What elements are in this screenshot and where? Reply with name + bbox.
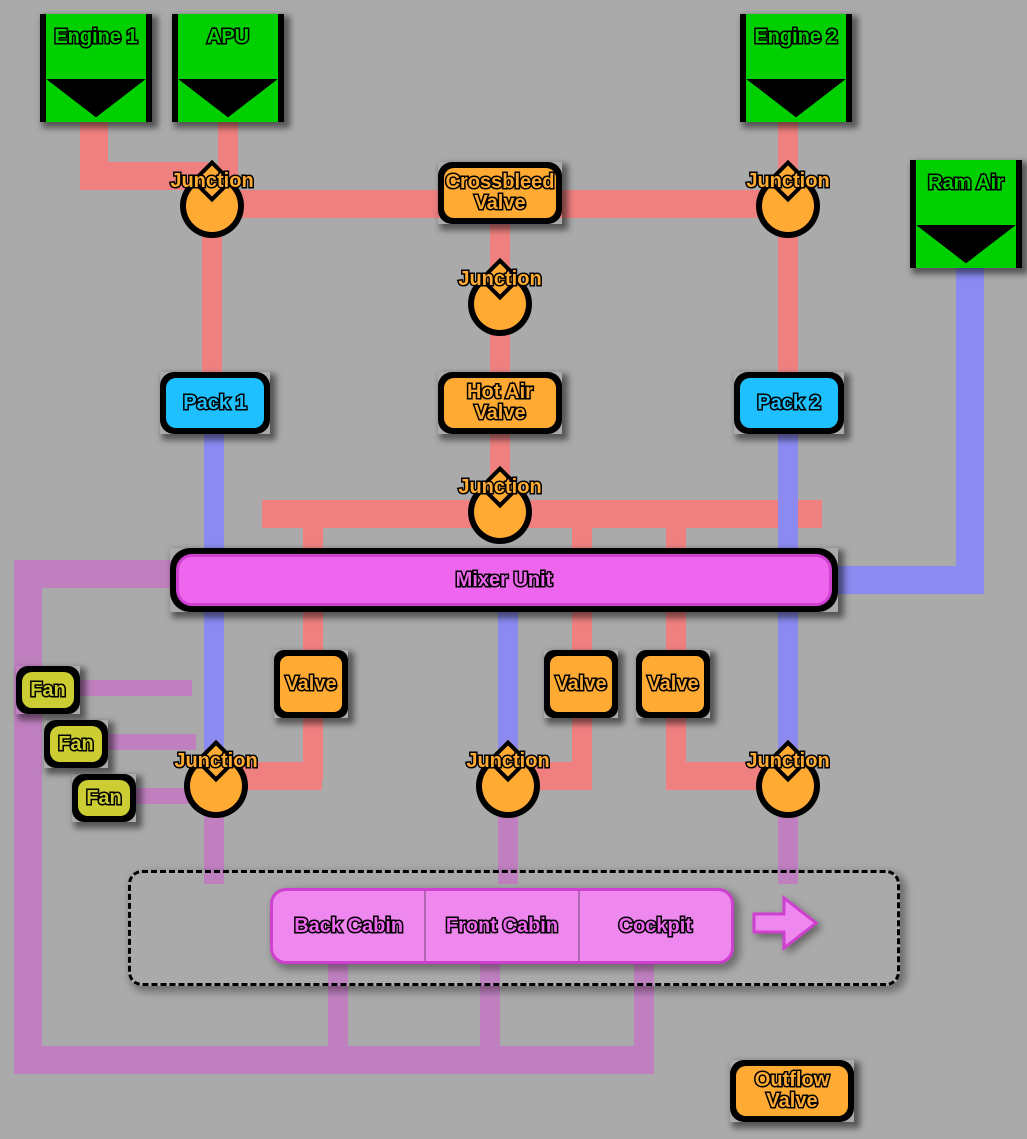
source-label: Ram Air <box>910 172 1022 195</box>
trim-label: Valve <box>647 674 698 695</box>
junction-j_eng2: Junction <box>756 174 820 238</box>
dest-back_cabin: Back Cabin <box>273 891 424 961</box>
source-label: APU <box>172 26 284 49</box>
junction-j_mid: Junction <box>468 272 532 336</box>
fan-label: Fan <box>58 734 94 755</box>
chip-pack1: Pack 1 <box>160 372 270 434</box>
junction-j_hot: Junction <box>468 480 532 544</box>
junction-label: Junction <box>458 476 541 499</box>
dest-label: Front Cabin <box>446 915 558 938</box>
fan-fan2: Fan <box>44 720 108 768</box>
trim-trim_front: Valve <box>544 650 618 718</box>
destination-inner: Back Cabin Front Cabin Cockpit <box>270 888 734 964</box>
chip-hotair: Hot Air Valve <box>438 372 562 434</box>
trim-label: Valve <box>285 674 336 695</box>
chip-label: Pack 1 <box>183 393 246 414</box>
source-ramair: Ram Air <box>910 160 1022 268</box>
fan-fan1: Fan <box>16 666 80 714</box>
dest-front_cabin: Front Cabin <box>424 891 577 961</box>
source-apu: APU <box>172 14 284 122</box>
source-label: Engine 2 <box>740 26 852 49</box>
fan-label: Fan <box>86 788 122 809</box>
source-engine2: Engine 2 <box>740 14 852 122</box>
junction-label: Junction <box>458 268 541 291</box>
arrow-icon <box>750 892 820 954</box>
trim-trim_cock: Valve <box>636 650 710 718</box>
junction-j_apu: Junction <box>180 174 244 238</box>
junction-j_front: Junction <box>476 754 540 818</box>
junction-j_cock: Junction <box>756 754 820 818</box>
chip-label: Crossbleed Valve <box>446 172 555 214</box>
dest-label: Cockpit <box>619 915 692 938</box>
source-engine1: Engine 1 <box>40 14 152 122</box>
trim-label: Valve <box>555 674 606 695</box>
chip-label: Pack 2 <box>757 393 820 414</box>
chip-label: Mixer Unit <box>456 570 553 591</box>
chip-pack2: Pack 2 <box>734 372 844 434</box>
chip-label: Outflow Valve <box>755 1070 829 1112</box>
chip-crossbleed: Crossbleed Valve <box>438 162 562 224</box>
chip-outflow: Outflow Valve <box>730 1060 854 1122</box>
dest-label: Back Cabin <box>294 915 403 938</box>
source-label: Engine 1 <box>40 26 152 49</box>
junction-label: Junction <box>746 750 829 773</box>
chip-label: Hot Air Valve <box>467 382 533 424</box>
junction-label: Junction <box>746 170 829 193</box>
junction-label: Junction <box>170 170 253 193</box>
fan-label: Fan <box>30 680 66 701</box>
diagram-canvas: Engine 1APUEngine 2Ram AirJunctionJuncti… <box>0 0 1027 1139</box>
dest-cockpit: Cockpit <box>578 891 731 961</box>
junction-label: Junction <box>466 750 549 773</box>
chip-mixer: Mixer Unit <box>170 548 838 612</box>
trim-trim_back: Valve <box>274 650 348 718</box>
fan-fan3: Fan <box>72 774 136 822</box>
junction-label: Junction <box>174 750 257 773</box>
junction-j_back: Junction <box>184 754 248 818</box>
